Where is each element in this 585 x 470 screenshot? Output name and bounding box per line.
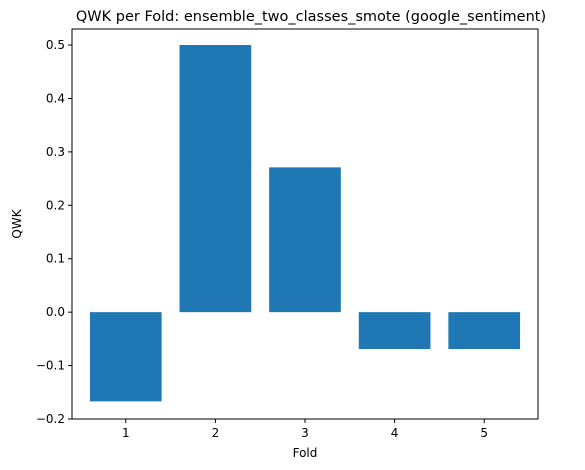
y-tick-label: 0.5 <box>46 38 65 52</box>
y-tick-label: 0.3 <box>46 145 65 159</box>
y-tick-label: −0.1 <box>36 359 65 373</box>
y-tick-label: −0.2 <box>36 412 65 426</box>
x-axis: 1 2 3 4 5 <box>122 419 488 440</box>
x-tick-label: 1 <box>122 426 130 440</box>
y-tick-label: 0.1 <box>46 252 65 266</box>
x-tick-label: 3 <box>301 426 309 440</box>
y-tick-label: 0.0 <box>46 305 65 319</box>
x-tick-label: 4 <box>391 426 399 440</box>
bar-fold-5 <box>448 312 521 350</box>
y-tick-label: 0.2 <box>46 198 65 212</box>
x-tick-label: 5 <box>480 426 488 440</box>
bar-fold-3 <box>269 167 341 313</box>
chart-title: QWK per Fold: ensemble_two_classes_smote… <box>76 9 546 25</box>
bars-group <box>89 45 521 402</box>
bar-fold-1 <box>89 312 162 402</box>
x-axis-label: Fold <box>293 446 318 460</box>
x-tick-label: 2 <box>212 426 220 440</box>
y-axis-label: QWK <box>10 208 24 238</box>
bar-fold-4 <box>358 312 431 350</box>
y-axis: −0.2 −0.1 0.0 0.1 0.2 0.3 0.4 0.5 <box>36 38 72 426</box>
bar-fold-2 <box>179 45 252 313</box>
y-tick-label: 0.4 <box>46 91 65 105</box>
